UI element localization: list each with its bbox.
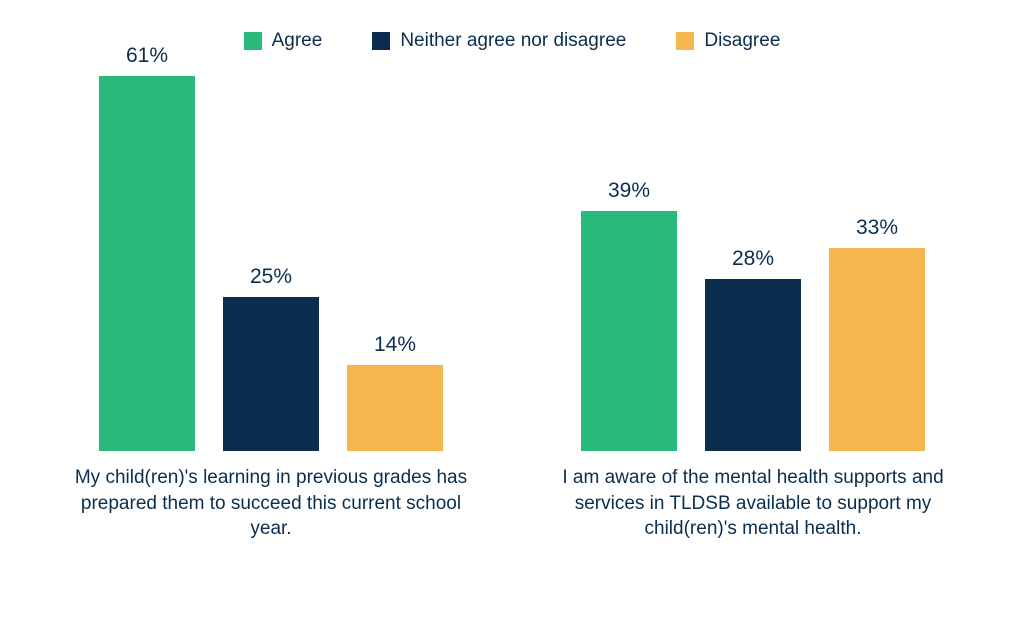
legend-item-agree: Agree (244, 30, 323, 52)
legend-item-disagree: Disagree (676, 30, 780, 52)
chart-container: Agree Neither agree nor disagree Disagre… (0, 0, 1024, 641)
bar-wrap: 28% (705, 247, 801, 451)
group-caption: My child(ren)'s learning in previous gra… (61, 465, 481, 542)
bar-value: 61% (126, 44, 168, 68)
bar-disagree (829, 248, 925, 451)
group-1-bars: 39% 28% 33% (533, 51, 973, 451)
group-0: 61% 25% 14% My child(ren)'s learning in … (51, 51, 491, 542)
bar-wrap: 25% (223, 265, 319, 451)
legend-label: Disagree (704, 30, 780, 52)
group-caption: I am aware of the mental health supports… (543, 465, 963, 542)
legend-label: Neither agree nor disagree (400, 30, 626, 52)
legend-swatch (244, 32, 262, 50)
bar-value: 25% (250, 265, 292, 289)
legend-label: Agree (272, 30, 323, 52)
bar-value: 28% (732, 247, 774, 271)
bar-value: 14% (374, 333, 416, 357)
legend-swatch (372, 32, 390, 50)
bar-disagree (347, 365, 443, 451)
bar-wrap: 39% (581, 179, 677, 451)
bar-neither (705, 279, 801, 451)
bar-value: 39% (608, 179, 650, 203)
group-1: 39% 28% 33% I am aware of the mental hea… (533, 51, 973, 542)
bar-neither (223, 297, 319, 451)
bar-value: 33% (856, 216, 898, 240)
bar-wrap: 14% (347, 333, 443, 451)
bar-agree (99, 76, 195, 451)
group-0-bars: 61% 25% 14% (51, 51, 491, 451)
bar-wrap: 61% (99, 44, 195, 451)
bar-wrap: 33% (829, 216, 925, 451)
legend-item-neither: Neither agree nor disagree (372, 30, 626, 52)
legend-swatch (676, 32, 694, 50)
bar-agree (581, 211, 677, 451)
chart-groups: 61% 25% 14% My child(ren)'s learning in … (40, 82, 984, 542)
